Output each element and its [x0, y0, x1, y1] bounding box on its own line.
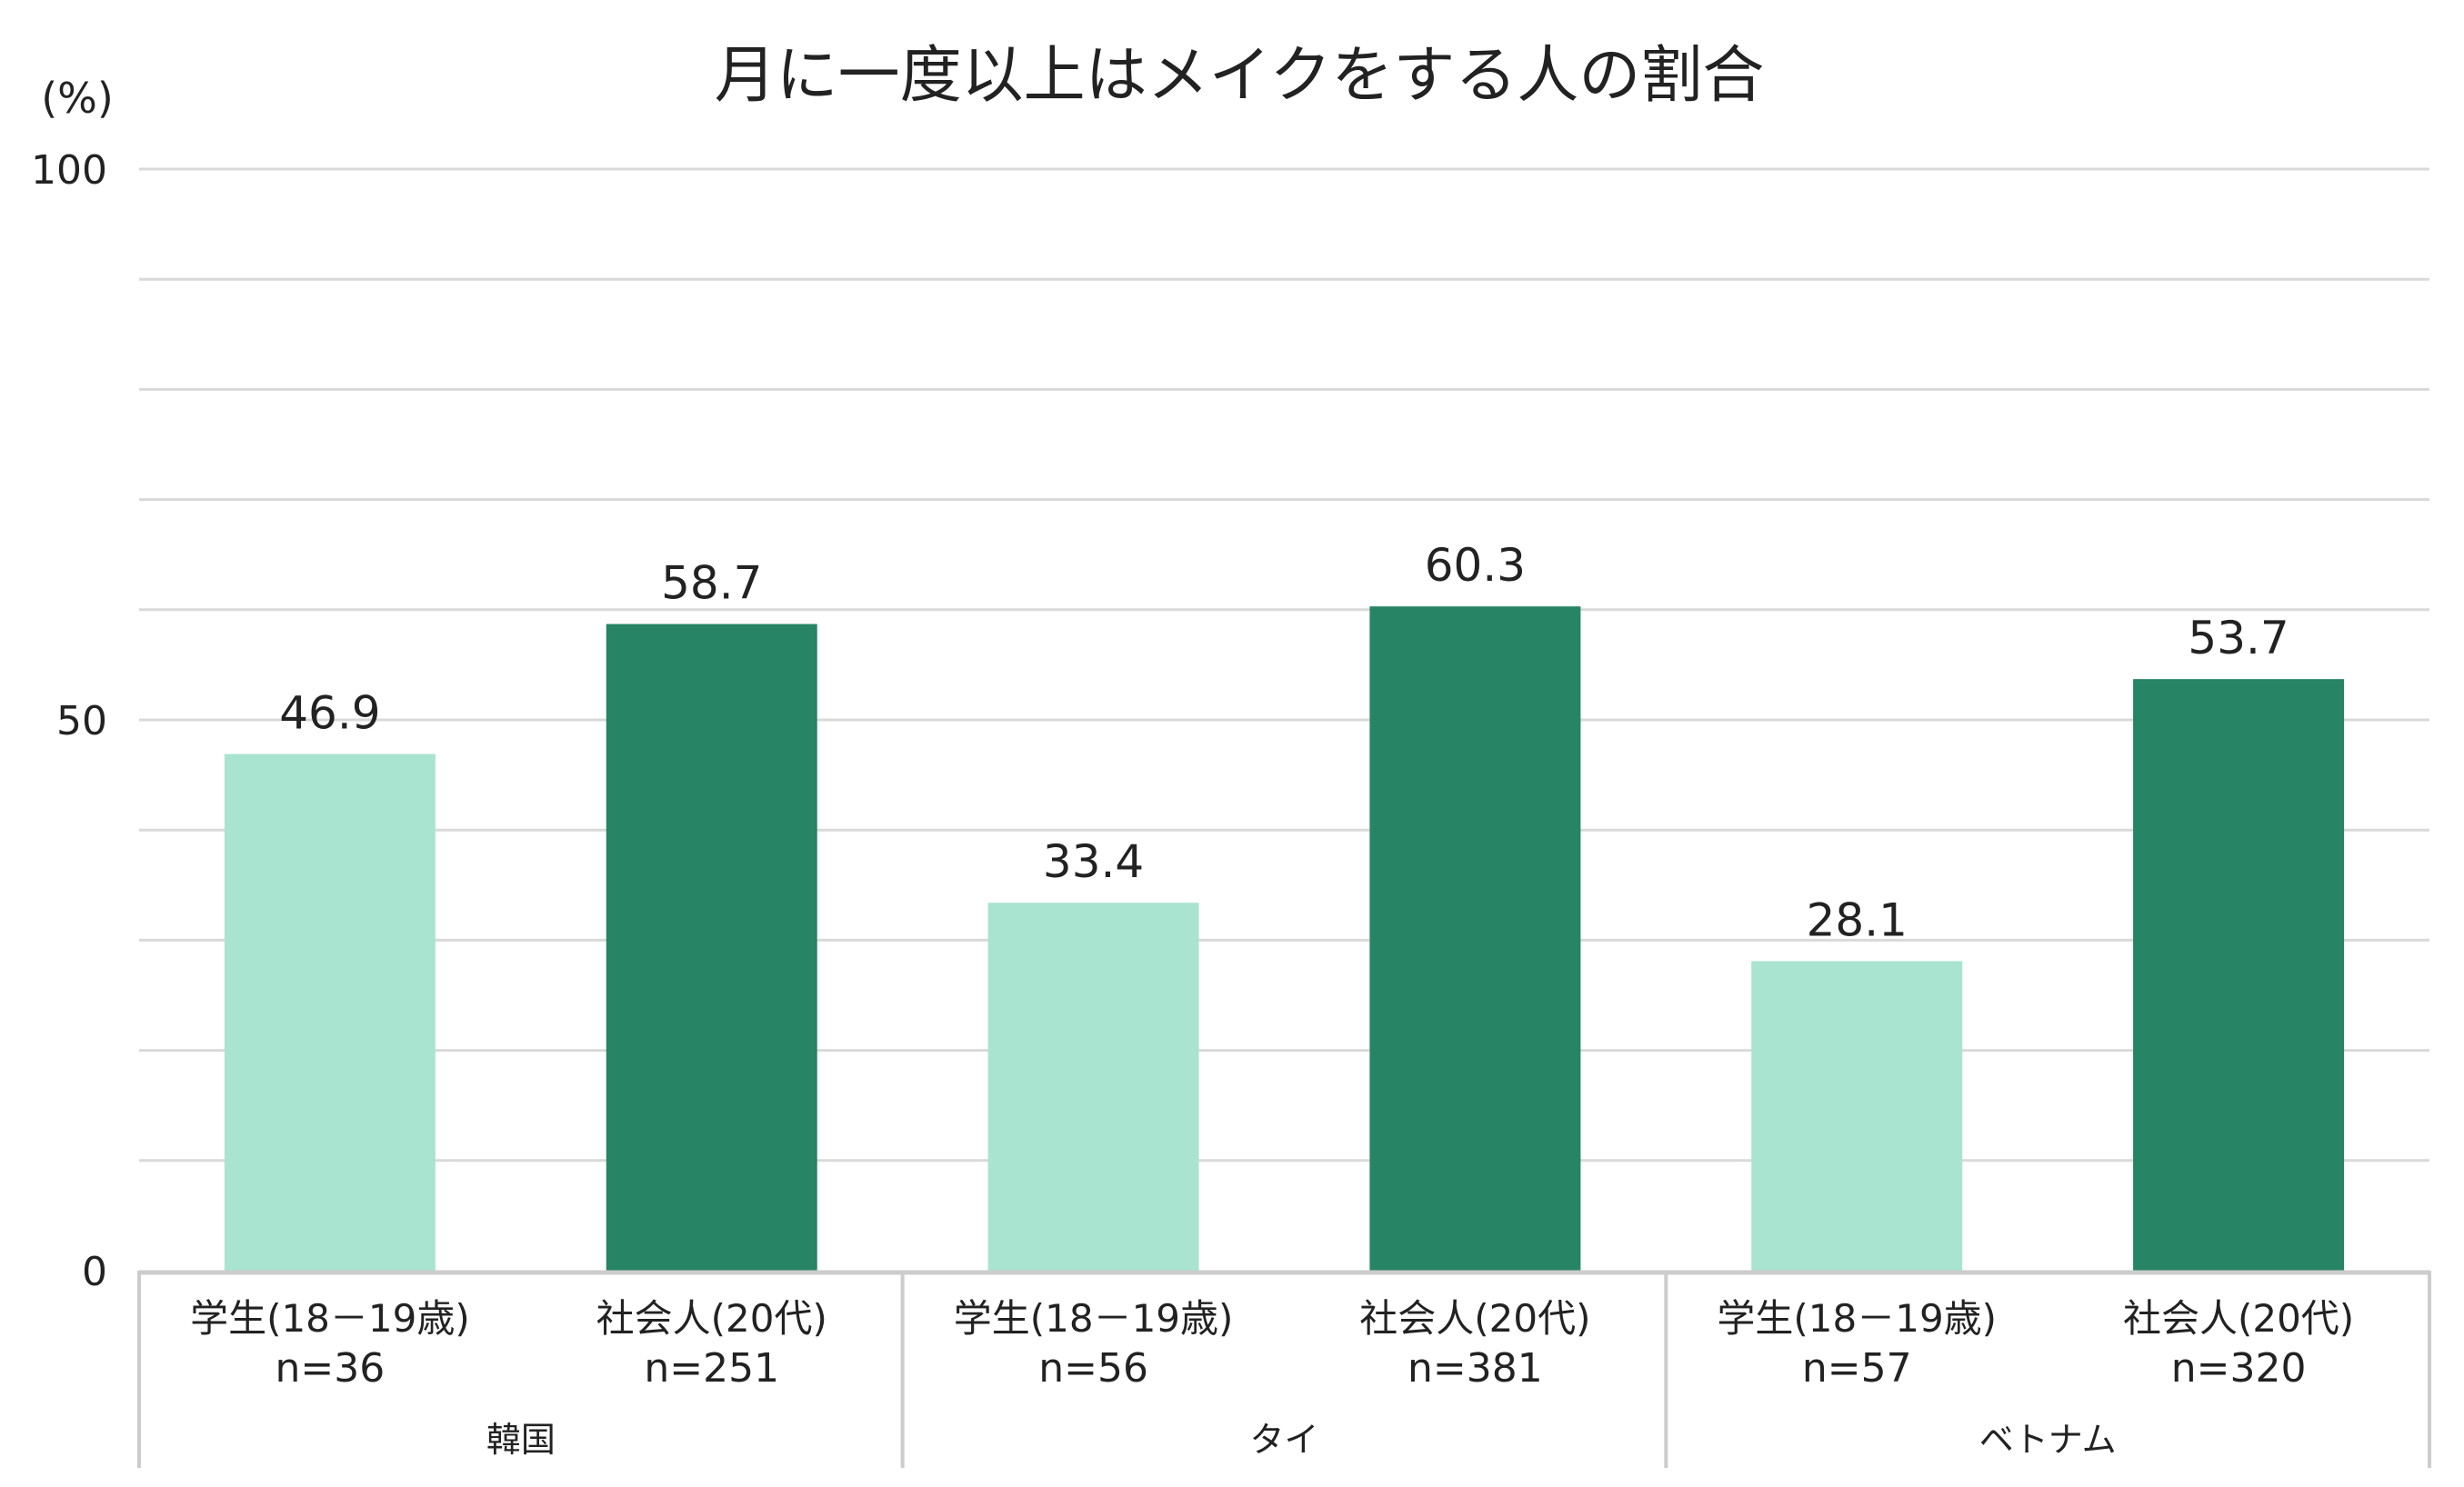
bar — [1369, 606, 1581, 1271]
data-label: 58.7 — [661, 557, 762, 610]
data-label: 53.7 — [2188, 612, 2289, 664]
bar — [1751, 961, 1963, 1271]
bar — [224, 753, 436, 1271]
data-label: 33.4 — [1043, 835, 1144, 888]
sample-size-label: n=381 — [1407, 1345, 1543, 1392]
group-label: 韓国 — [486, 1420, 556, 1460]
data-label: 46.9 — [279, 687, 380, 740]
group-label: ベトナム — [1979, 1420, 2117, 1460]
bar — [606, 624, 817, 1271]
x-tick-label: 社会人(20代) — [1359, 1296, 1590, 1341]
sample-size-label: n=320 — [2171, 1345, 2307, 1392]
x-tick-label: 社会人(20代) — [596, 1296, 827, 1341]
x-tick-label: 社会人(20代) — [2123, 1296, 2354, 1341]
group-label: タイ — [1249, 1420, 1318, 1460]
y-axis-unit: (%) — [41, 74, 114, 123]
sample-size-label: n=57 — [1802, 1345, 1912, 1392]
sample-size-label: n=36 — [275, 1345, 386, 1392]
bar — [987, 903, 1199, 1271]
x-tick-label: 学生(18－19歳) — [1717, 1296, 1997, 1341]
data-label: 28.1 — [1807, 893, 1908, 946]
y-tick-label: 50 — [56, 698, 107, 744]
sample-size-label: n=56 — [1038, 1345, 1148, 1392]
y-tick-label: 0 — [82, 1249, 107, 1295]
x-tick-label: 学生(18－19歳) — [190, 1296, 470, 1341]
sample-size-label: n=251 — [644, 1345, 779, 1392]
bar — [2133, 679, 2345, 1271]
data-label: 60.3 — [1425, 539, 1526, 592]
x-tick-label: 学生(18－19歳) — [954, 1296, 1234, 1341]
chart-title: 月に一度以上はメイクをする人の割合 — [715, 40, 1765, 112]
y-tick-label: 100 — [31, 147, 107, 194]
